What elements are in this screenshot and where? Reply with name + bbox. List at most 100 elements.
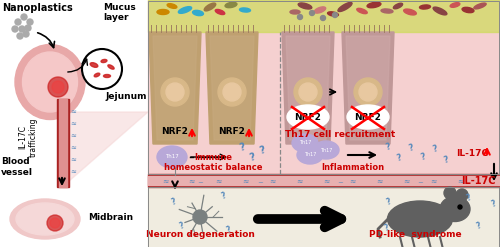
Ellipse shape: [450, 3, 460, 7]
Text: ?: ?: [385, 197, 392, 207]
Ellipse shape: [167, 4, 177, 8]
Bar: [148, 174, 500, 187]
Text: ≈: ≈: [457, 177, 463, 185]
Ellipse shape: [420, 5, 430, 9]
Polygon shape: [68, 112, 148, 182]
Text: ≈: ≈: [70, 133, 76, 139]
Circle shape: [48, 77, 68, 97]
Ellipse shape: [225, 2, 237, 8]
Text: PD-like  syndrome: PD-like syndrome: [368, 230, 462, 239]
Circle shape: [299, 83, 317, 101]
Ellipse shape: [192, 10, 203, 16]
Bar: [148, 1, 499, 174]
Text: Immune
homeostatic balance: Immune homeostatic balance: [164, 153, 262, 172]
Bar: [148, 176, 500, 185]
Text: ?: ?: [408, 143, 415, 153]
Ellipse shape: [157, 9, 169, 15]
Polygon shape: [282, 32, 334, 144]
Text: ?: ?: [220, 191, 227, 201]
Circle shape: [166, 83, 184, 101]
Text: ?: ?: [170, 197, 177, 207]
Ellipse shape: [298, 3, 312, 9]
Circle shape: [27, 19, 33, 25]
Polygon shape: [153, 36, 197, 140]
Circle shape: [310, 11, 314, 16]
Text: ?: ?: [420, 152, 427, 162]
Circle shape: [332, 13, 338, 18]
Text: NRF2: NRF2: [218, 127, 245, 137]
Text: ≈: ≈: [430, 177, 436, 185]
Text: ?: ?: [248, 152, 256, 163]
Text: ≈: ≈: [322, 177, 329, 185]
Circle shape: [82, 49, 122, 89]
Text: ~: ~: [197, 180, 203, 186]
Ellipse shape: [462, 7, 474, 13]
Text: ?: ?: [432, 144, 439, 154]
Circle shape: [359, 83, 377, 101]
Polygon shape: [346, 36, 390, 140]
Text: IL-17C: IL-17C: [462, 176, 496, 186]
Ellipse shape: [474, 3, 486, 9]
Text: Th17 cell recruitment: Th17 cell recruitment: [285, 130, 395, 139]
Circle shape: [223, 83, 241, 101]
Text: ≈: ≈: [350, 177, 356, 185]
Text: Jejunum: Jejunum: [105, 92, 146, 101]
Text: ≈: ≈: [70, 157, 76, 163]
Bar: [148, 187, 499, 247]
Polygon shape: [342, 32, 394, 144]
Text: NRF2: NRF2: [161, 127, 188, 137]
Circle shape: [52, 81, 64, 93]
Ellipse shape: [440, 197, 470, 222]
Circle shape: [17, 33, 23, 39]
Text: ≈: ≈: [216, 177, 222, 185]
Circle shape: [456, 189, 468, 201]
Text: NRF2: NRF2: [294, 112, 322, 122]
Text: ≈: ≈: [376, 177, 382, 185]
Ellipse shape: [404, 9, 416, 15]
Text: ≈: ≈: [70, 121, 76, 127]
Circle shape: [21, 14, 27, 20]
Text: Th17: Th17: [299, 141, 311, 145]
Circle shape: [458, 205, 462, 209]
Ellipse shape: [287, 105, 329, 129]
Circle shape: [47, 215, 63, 231]
Text: ≈: ≈: [269, 177, 276, 185]
Text: ?: ?: [443, 155, 450, 165]
Text: ?: ?: [385, 142, 392, 152]
Circle shape: [444, 187, 456, 199]
Text: Blood
vessel: Blood vessel: [1, 157, 33, 177]
Ellipse shape: [22, 52, 78, 112]
Ellipse shape: [313, 141, 339, 159]
Ellipse shape: [338, 2, 352, 12]
Ellipse shape: [240, 8, 250, 12]
Text: ≈: ≈: [242, 177, 248, 185]
Ellipse shape: [204, 3, 216, 11]
Ellipse shape: [292, 134, 318, 152]
Bar: [59, 99, 67, 187]
Bar: [148, 187, 500, 247]
Circle shape: [23, 31, 29, 37]
Circle shape: [15, 19, 21, 25]
Ellipse shape: [328, 12, 338, 16]
Ellipse shape: [216, 9, 224, 15]
Ellipse shape: [90, 63, 98, 67]
Text: NRF2: NRF2: [354, 112, 382, 122]
Text: ≈: ≈: [188, 177, 195, 185]
Text: ?: ?: [238, 142, 246, 153]
Ellipse shape: [357, 8, 367, 14]
Ellipse shape: [178, 7, 192, 13]
Text: IL-17C
trafficking: IL-17C trafficking: [18, 117, 38, 157]
Ellipse shape: [394, 3, 402, 9]
Text: Th17: Th17: [320, 147, 332, 152]
Ellipse shape: [157, 146, 187, 168]
Text: IL-17C: IL-17C: [456, 149, 488, 159]
Text: ~: ~: [417, 180, 423, 186]
Ellipse shape: [290, 10, 300, 14]
Text: Midbrain: Midbrain: [88, 212, 133, 222]
Text: Mucus
layer: Mucus layer: [103, 3, 136, 22]
Ellipse shape: [15, 44, 85, 120]
Text: ~: ~: [337, 180, 343, 186]
Text: ?: ?: [396, 153, 403, 163]
Ellipse shape: [433, 7, 447, 15]
Ellipse shape: [16, 203, 74, 235]
